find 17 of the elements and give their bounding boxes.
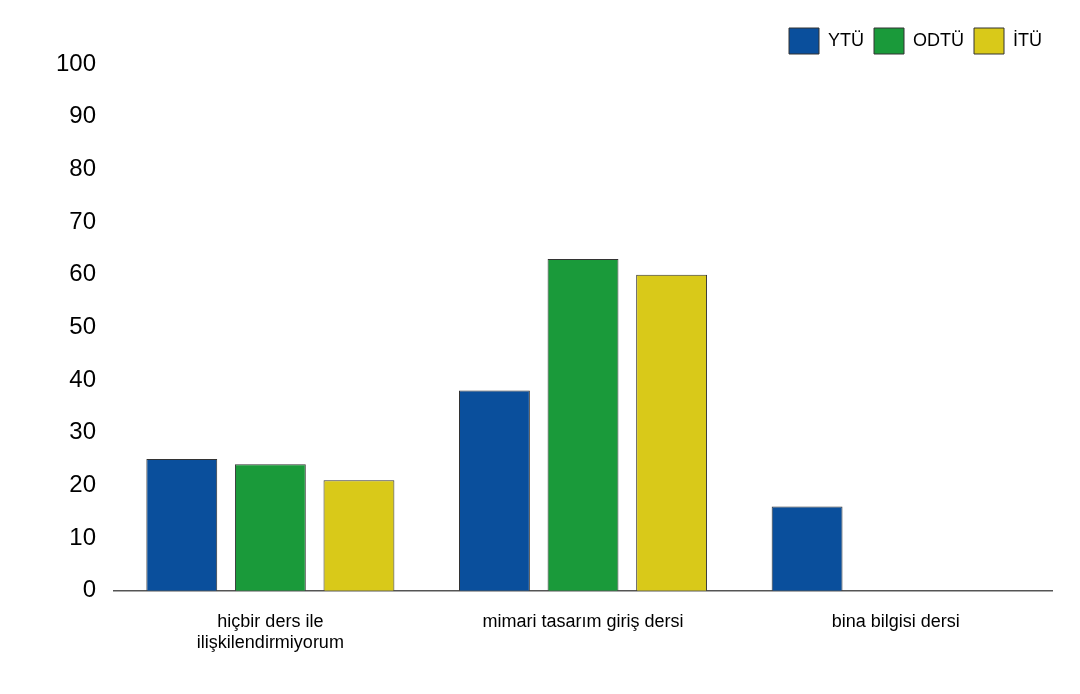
x-tick-label: hiçbir ders ile ilişkilendirmiyorum — [196, 610, 344, 653]
x-tick-label: bina bilgisi dersi — [831, 610, 960, 631]
legend-label: YTÜ — [828, 29, 865, 50]
legend-label: İTÜ — [1013, 29, 1042, 50]
y-tick-label: 40 — [69, 364, 97, 392]
y-tick-label: 70 — [69, 206, 97, 234]
y-tick-label: 10 — [69, 522, 97, 550]
y-tick-label: 50 — [69, 312, 97, 340]
y-tick-label: 20 — [69, 470, 97, 498]
x-tick-label: mimari tasarım giriş dersi — [482, 610, 684, 631]
y-tick-label: 60 — [69, 259, 97, 287]
y-tick-label: 0 — [82, 575, 97, 603]
y-tick-label: 30 — [69, 417, 97, 445]
y-tick-label: 100 — [56, 48, 97, 76]
y-tick-label: 80 — [69, 153, 97, 181]
legend-label: ODTÜ — [913, 29, 965, 50]
y-tick-label: 90 — [69, 101, 97, 129]
